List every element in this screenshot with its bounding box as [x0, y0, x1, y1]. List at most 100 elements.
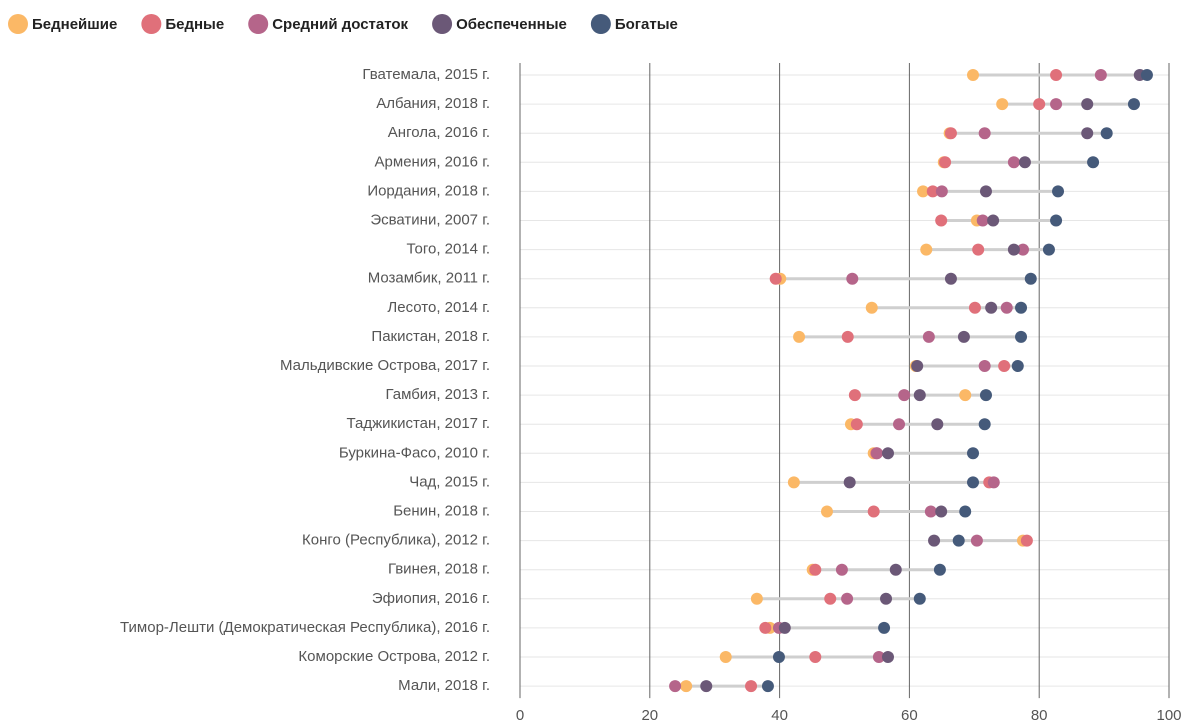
dot [1015, 330, 1028, 343]
dot [922, 330, 935, 343]
x-tick-label: 60 [901, 707, 918, 724]
dot [880, 592, 893, 605]
y-tick-label: Буркина-Фасо, 2010 г. [339, 444, 490, 461]
y-tick-label: Конго (Республика), 2012 г. [302, 532, 490, 549]
dot [996, 98, 1009, 111]
dot [893, 418, 906, 431]
x-tick-label: 80 [1031, 707, 1048, 724]
legend-label: Беднейшие [32, 16, 117, 33]
dot [1016, 243, 1029, 256]
dot [700, 680, 713, 693]
dot [970, 534, 983, 547]
dot [872, 651, 885, 663]
dot [952, 534, 965, 547]
dot [928, 534, 941, 547]
dot [1094, 69, 1107, 81]
dot [843, 476, 856, 489]
dot [898, 389, 911, 402]
dot [719, 651, 732, 663]
legend-label: Богатые [615, 16, 678, 33]
y-tick-label: Ангола, 2016 г. [388, 124, 490, 141]
dot [1081, 98, 1094, 111]
dot [759, 621, 772, 634]
legend-label: Средний достаток [272, 16, 408, 33]
legend-marker [432, 14, 453, 34]
dot [772, 651, 785, 663]
dot [1087, 156, 1100, 169]
dot [787, 476, 800, 489]
dot [979, 185, 992, 198]
dot [967, 476, 980, 489]
dot [870, 447, 883, 460]
dot [944, 127, 957, 140]
dot [1011, 360, 1024, 372]
dot [957, 330, 970, 343]
dot [820, 505, 833, 518]
dot [1015, 301, 1028, 314]
dot [889, 563, 902, 576]
legend-marker [141, 14, 162, 34]
dot [881, 651, 894, 663]
dot [917, 185, 930, 198]
dot [1081, 127, 1094, 140]
dot [669, 680, 682, 693]
x-tick-label: 20 [641, 707, 658, 724]
dot [935, 185, 948, 198]
legend-marker [8, 14, 28, 34]
legend-marker [590, 14, 611, 34]
dot [824, 592, 837, 605]
dot [1050, 69, 1063, 81]
y-tick-label: Гвинея, 2018 г. [388, 561, 490, 578]
dot [841, 330, 854, 343]
dot [769, 272, 782, 285]
legend-marker [248, 14, 269, 34]
dot [778, 621, 791, 634]
dot [745, 680, 758, 693]
dot [1033, 98, 1046, 111]
dot [978, 360, 991, 372]
dot [978, 418, 991, 431]
y-tick-label: Тимор-Лешти (Демократическая Республика)… [120, 619, 490, 636]
x-tick-label: 0 [516, 707, 524, 724]
dot [761, 680, 774, 693]
y-tick-label: Лесото, 2014 г. [387, 299, 490, 316]
y-tick-label: Армения, 2016 г. [375, 153, 490, 170]
dot [1018, 156, 1031, 169]
dot [920, 243, 933, 256]
dot [959, 389, 972, 402]
y-tick-label: Гамбия, 2013 г. [385, 386, 490, 403]
dot [680, 680, 693, 693]
dot [913, 389, 926, 402]
dot [967, 69, 980, 81]
dot [978, 127, 991, 140]
dot [1140, 69, 1153, 81]
dot [911, 360, 924, 372]
y-tick-label: Коморские Острова, 2012 г. [298, 648, 490, 665]
y-tick-label: Того, 2014 г. [407, 241, 491, 258]
x-tick-label: 100 [1156, 707, 1181, 724]
y-tick-label: Мальдивские Острова, 2017 г. [280, 357, 490, 374]
dot [959, 505, 972, 518]
dot [998, 360, 1011, 372]
dot [1000, 301, 1013, 314]
dot [1024, 272, 1037, 285]
dot [750, 592, 763, 605]
dot [931, 418, 944, 431]
dot [913, 592, 926, 605]
dot [1050, 98, 1063, 111]
y-tick-label: Гватемала, 2015 г. [362, 66, 490, 83]
y-tick-label: Эфиопия, 2016 г. [372, 590, 490, 607]
y-tick-label: Пакистан, 2018 г. [371, 328, 490, 345]
x-tick-label: 40 [771, 707, 788, 724]
y-tick-label: Мозамбик, 2011 г. [368, 270, 490, 287]
y-tick-label: Иордания, 2018 г. [367, 182, 490, 199]
y-tick-label: Чад, 2015 г. [409, 473, 490, 490]
dot [935, 214, 948, 227]
dot [926, 185, 939, 198]
dot [1050, 214, 1063, 227]
dot [987, 214, 1000, 227]
dot [835, 563, 848, 576]
dot [935, 505, 948, 518]
dot [987, 476, 1000, 489]
